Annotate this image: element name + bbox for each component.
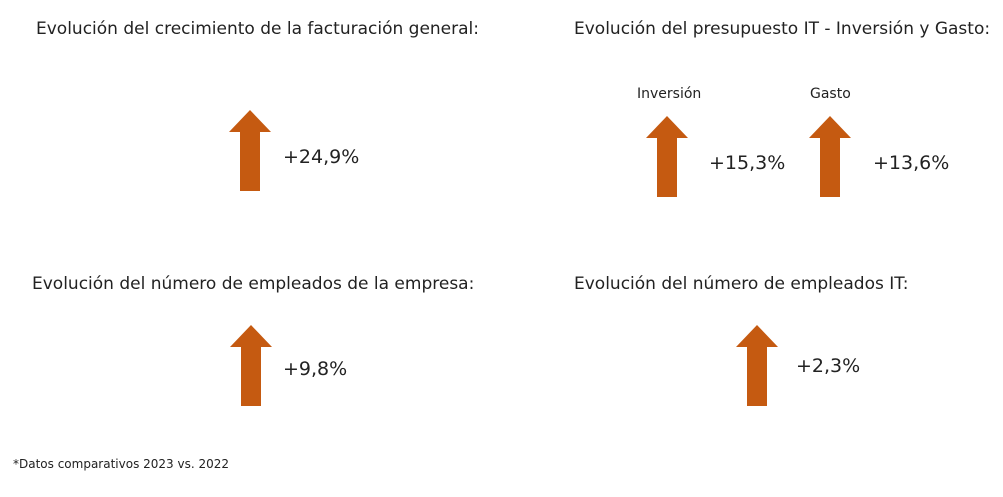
up-arrow-icon (809, 116, 851, 197)
up-arrow-icon (646, 116, 688, 197)
presupuesto-title: Evolución del presupuesto IT - Inversión… (574, 19, 991, 39)
up-arrow-icon (229, 110, 271, 191)
gasto-label: Gasto (810, 86, 851, 102)
footnote: *Datos comparativos 2023 vs. 2022 (13, 457, 230, 471)
gasto-value: +13,6% (873, 152, 950, 174)
facturacion-value: +24,9% (283, 146, 360, 168)
inversion-value: +15,3% (709, 152, 786, 174)
empleados-it-title: Evolución del número de empleados IT: (574, 274, 909, 294)
inversion-label: Inversión (637, 86, 702, 102)
up-arrow-icon (230, 325, 272, 406)
empleados-empresa-title: Evolución del número de empleados de la … (32, 274, 475, 294)
empleados-empresa-value: +9,8% (283, 358, 348, 380)
up-arrow-icon (736, 325, 778, 406)
empleados-it-value: +2,3% (796, 355, 861, 377)
facturacion-title: Evolución del crecimiento de la facturac… (36, 19, 479, 39)
